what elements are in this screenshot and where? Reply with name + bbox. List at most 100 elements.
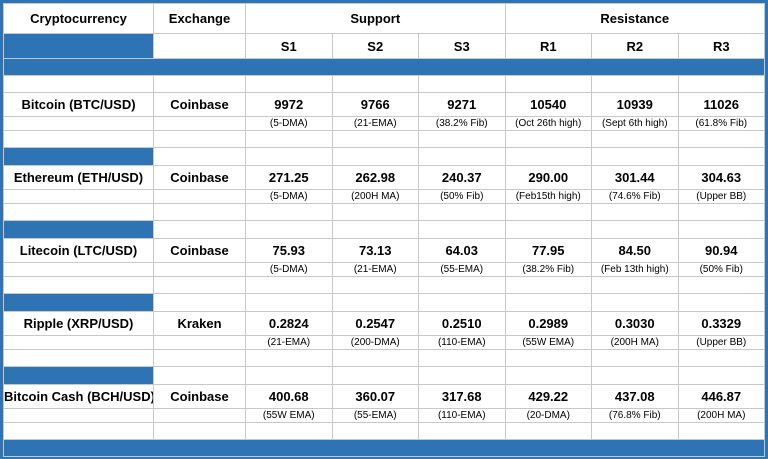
empty-cell: [504, 203, 592, 221]
empty-cell: [591, 276, 679, 294]
empty-cell: [245, 147, 333, 166]
blue-band-row-bottom: [3, 439, 765, 457]
header-row-subcolumns: S1 S2 S3 R1 R2 R3: [3, 33, 765, 59]
blue-accent-cell: [3, 220, 154, 239]
header-r2: R2: [591, 33, 679, 59]
empty-cell: [677, 293, 765, 312]
spacer-row: [3, 75, 765, 93]
empty-cell: [153, 147, 246, 166]
header-s3: S3: [418, 33, 506, 59]
empty-cell: [153, 130, 246, 148]
empty-cell: [331, 422, 419, 440]
resistance-label-cell: (Upper BB): [677, 335, 765, 350]
support-value-cell: 0.2824: [245, 311, 333, 336]
spacer-row: [3, 349, 765, 367]
empty-cell: [153, 189, 246, 204]
empty-cell: [677, 220, 765, 239]
empty-cell: [331, 75, 419, 93]
empty-cell: [591, 293, 679, 312]
resistance-label-cell: (61.8% Fib): [677, 116, 765, 131]
spacer-row: [3, 276, 765, 294]
resistance-label-cell: (20-DMA): [504, 408, 592, 423]
resistance-label-cell: (Sept 6th high): [591, 116, 679, 131]
support-value-cell: 0.2547: [331, 311, 419, 336]
empty-cell: [418, 349, 506, 367]
header-s1: S1: [245, 33, 333, 59]
header-exchange: Exchange: [153, 3, 246, 34]
resistance-label-cell: (76.8% Fib): [591, 408, 679, 423]
empty-cell: [504, 276, 592, 294]
empty-cell: [153, 408, 246, 423]
empty-cell: [591, 422, 679, 440]
resistance-label-cell: (Upper BB): [677, 189, 765, 204]
empty-cell: [591, 220, 679, 239]
support-label-cell: (50% Fib): [418, 189, 506, 204]
support-label-cell: (38.2% Fib): [418, 116, 506, 131]
exchange-cell: Coinbase: [153, 238, 246, 263]
resistance-value-cell: 77.95: [504, 238, 592, 263]
empty-cell: [504, 75, 592, 93]
support-label-cell: (21-EMA): [245, 335, 333, 350]
crypto-values-row: Ripple (XRP/USD) Kraken 0.2824 0.2547 0.…: [3, 311, 765, 336]
empty-cell: [153, 203, 246, 221]
empty-cell: [331, 147, 419, 166]
support-value-cell: 0.2510: [418, 311, 506, 336]
empty-cell: [677, 422, 765, 440]
support-label-cell: (5-DMA): [245, 189, 333, 204]
crypto-values-row: Bitcoin Cash (BCH/USD) Coinbase 400.68 3…: [3, 384, 765, 409]
empty-cell: [504, 422, 592, 440]
empty-cell: [153, 335, 246, 350]
section-separator-row: [3, 293, 765, 312]
empty-cell: [677, 203, 765, 221]
empty-cell: [153, 366, 246, 385]
empty-cell: [245, 220, 333, 239]
crypto-labels-row: (5-DMA) (21-EMA) (55-EMA) (38.2% Fib) (F…: [3, 262, 765, 277]
empty-cell: [153, 75, 246, 93]
empty-cell: [504, 366, 592, 385]
empty-cell: [418, 220, 506, 239]
empty-cell: [331, 130, 419, 148]
empty-cell: [3, 130, 154, 148]
support-label-cell: (55W EMA): [245, 408, 333, 423]
empty-cell: [418, 130, 506, 148]
resistance-label-cell: (74.6% Fib): [591, 189, 679, 204]
empty-cell: [3, 116, 154, 131]
crypto-labels-row: (55W EMA) (55-EMA) (110-EMA) (20-DMA) (7…: [3, 408, 765, 423]
section-separator-row: [3, 220, 765, 239]
spacer-row: [3, 203, 765, 221]
crypto-values-row: Litecoin (LTC/USD) Coinbase 75.93 73.13 …: [3, 238, 765, 263]
exchange-cell: Coinbase: [153, 165, 246, 190]
empty-cell: [3, 349, 154, 367]
empty-cell: [418, 366, 506, 385]
resistance-label-cell: (50% Fib): [677, 262, 765, 277]
empty-cell: [153, 276, 246, 294]
header-support-group: Support: [245, 3, 506, 34]
empty-cell: [153, 262, 246, 277]
empty-cell: [245, 75, 333, 93]
empty-cell: [245, 276, 333, 294]
crypto-name-cell: Bitcoin (BTC/USD): [3, 92, 154, 117]
empty-cell: [331, 366, 419, 385]
empty-cell: [153, 293, 246, 312]
empty-cell: [591, 147, 679, 166]
support-value-cell: 9271: [418, 92, 506, 117]
support-label-cell: (200H MA): [331, 189, 419, 204]
empty-cell: [3, 276, 154, 294]
empty-cell: [3, 75, 154, 93]
support-label-cell: (55-EMA): [418, 262, 506, 277]
empty-cell: [3, 335, 154, 350]
empty-cell: [591, 349, 679, 367]
empty-cell: [245, 130, 333, 148]
crypto-labels-row: (21-EMA) (200-DMA) (110-EMA) (55W EMA) (…: [3, 335, 765, 350]
header-r1: R1: [504, 33, 592, 59]
empty-cell: [3, 262, 154, 277]
empty-cell: [504, 293, 592, 312]
crypto-labels-row: (5-DMA) (21-EMA) (38.2% Fib) (Oct 26th h…: [3, 116, 765, 131]
blue-band-row-top: [3, 58, 765, 76]
resistance-value-cell: 90.94: [677, 238, 765, 263]
resistance-value-cell: 10540: [504, 92, 592, 117]
resistance-value-cell: 0.3030: [591, 311, 679, 336]
empty-cell: [677, 349, 765, 367]
empty-cell: [677, 276, 765, 294]
